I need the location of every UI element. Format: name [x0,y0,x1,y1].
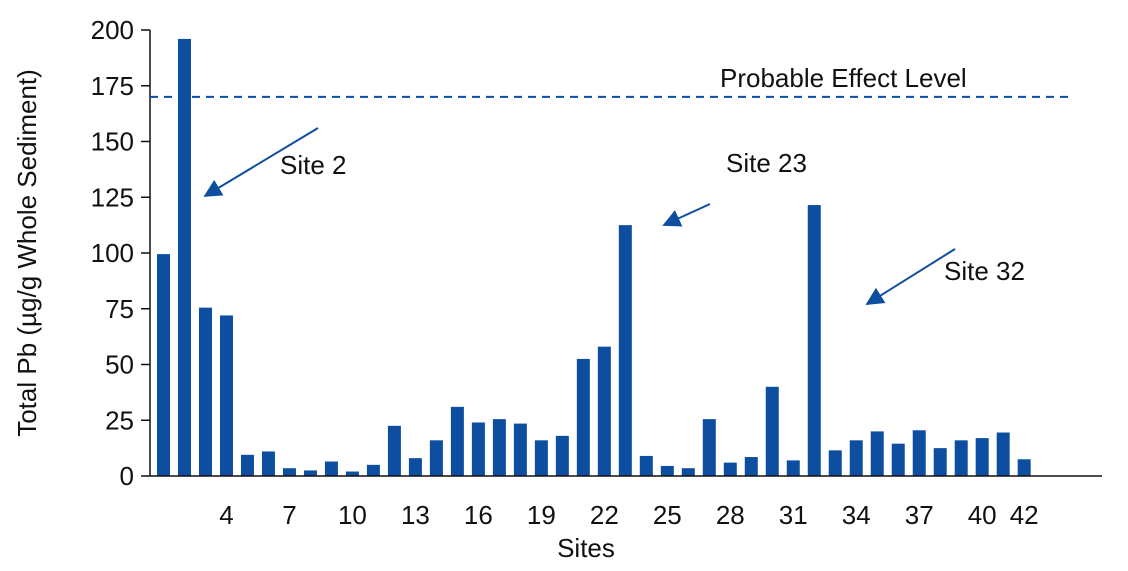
y-tick-label: 175 [91,71,134,101]
site-32-arrow [865,248,956,305]
y-tick-label: 75 [105,294,134,324]
site-32-annotation: Site 32 [944,256,1025,286]
bar-site-19 [534,440,548,476]
x-tick-label: 13 [401,500,430,530]
y-tick-label: 0 [120,461,134,491]
bar-site-39 [954,440,968,476]
bar-site-14 [429,440,443,476]
x-tick-label: 40 [968,500,997,530]
bar-site-13 [408,458,422,476]
probable-effect-level-label: Probable Effect Level [720,63,967,93]
bar-site-30 [765,386,779,476]
x-tick-label: 22 [590,500,619,530]
x-tick-label: 19 [527,500,556,530]
x-tick-label: 16 [464,500,493,530]
x-tick-label: 10 [338,500,367,530]
bar-site-24 [639,455,653,476]
bar-site-35 [870,431,884,476]
bar-site-17 [492,419,506,476]
bar-site-7 [282,468,296,476]
y-tick-label: 100 [91,238,134,268]
x-tick-label: 37 [905,500,934,530]
x-tick-label: 25 [653,500,682,530]
bar-site-40 [975,438,989,476]
bar-site-5 [240,454,254,476]
bar-site-3 [198,307,212,476]
x-tick-label: 28 [716,500,745,530]
bar-site-29 [744,457,758,476]
bar-site-10 [345,471,359,476]
x-axis-label: Sites [557,533,615,563]
y-tick-label: 125 [91,182,134,212]
bar-site-38 [933,448,947,476]
bar-site-1 [156,254,170,476]
bar-site-32 [807,205,821,476]
bar-site-18 [513,423,527,476]
bar-site-11 [366,464,380,476]
bar-site-6 [261,451,275,476]
x-axis-ticks: 4 7 10 13 16 19 22 25 28 31 34 37 40 42 [219,500,1038,530]
bar-site-12 [387,425,401,476]
bar-site-22 [597,346,611,476]
bar-site-28 [723,462,737,476]
bar-site-27 [702,419,716,476]
y-tick-label: 200 [91,15,134,45]
bar-site-36 [891,443,905,476]
site-2-arrow [203,127,319,197]
bar-site-2 [177,38,191,477]
site-23-arrow [662,203,711,227]
x-tick-label: 42 [1010,500,1039,530]
bar-site-23 [618,225,632,476]
site-23-annotation: Site 23 [726,148,807,178]
bar-site-34 [849,440,863,476]
y-tick-label: 25 [105,405,134,435]
bar-site-33 [828,450,842,476]
y-axis-label: Total Pb (µg/g Whole Sediment) [12,69,42,437]
x-tick-label: 4 [219,500,233,530]
x-tick-label: 34 [842,500,871,530]
bars [156,38,1031,477]
bar-site-20 [555,435,569,476]
y-axis-ticks: 0 25 50 75 100 125 150 175 200 [91,15,150,491]
bar-site-15 [450,406,464,476]
y-tick-label: 150 [91,127,134,157]
bar-site-8 [303,470,317,476]
x-tick-label: 7 [282,500,296,530]
bar-site-31 [786,460,800,476]
bar-site-42 [1017,459,1031,476]
bar-site-25 [660,465,674,476]
bar-site-41 [996,432,1010,476]
x-tick-label: 31 [779,500,808,530]
bar-site-21 [576,358,590,476]
bar-site-26 [681,468,695,476]
bar-site-4 [219,315,233,476]
bar-site-16 [471,422,485,476]
site-2-annotation: Site 2 [280,150,347,180]
bar-site-9 [324,461,338,476]
y-tick-label: 50 [105,350,134,380]
bar-site-37 [912,430,926,476]
